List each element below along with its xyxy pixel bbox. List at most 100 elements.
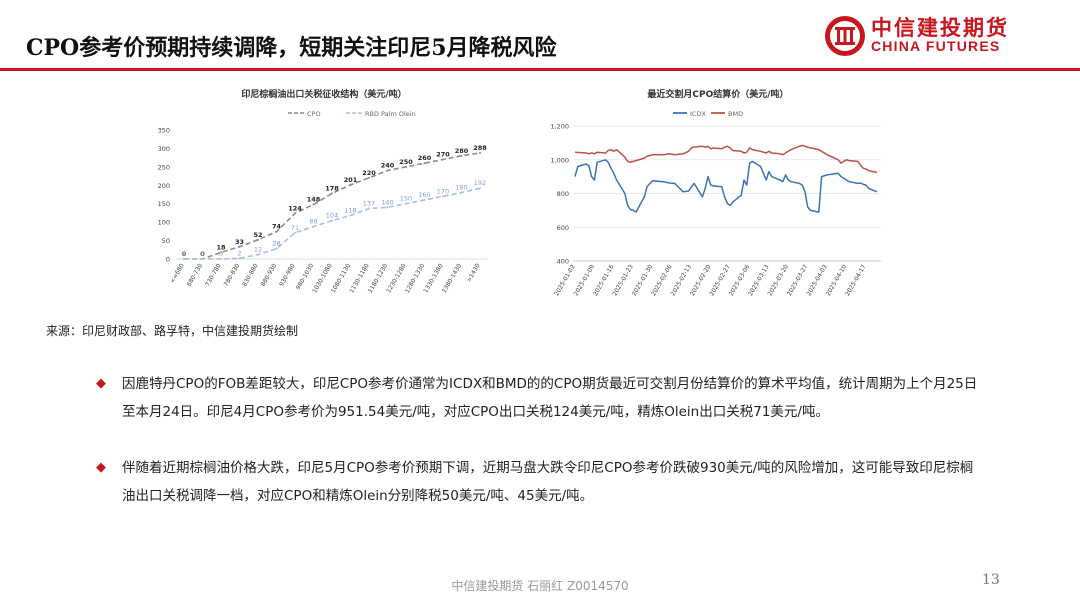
y-tick-label: 350 <box>158 127 170 135</box>
bullet-item: ◆ 伴随着近期棕榈油价格大跌，印尼5月CPO参考价预期下调，近期马盘大跌令印尼C… <box>96 454 980 510</box>
x-tick-label: <=680 <box>169 262 186 284</box>
data-point <box>312 203 315 206</box>
y-tick-label: 1,000 <box>550 156 569 164</box>
data-point <box>257 238 259 241</box>
data-label: 28 <box>272 240 280 248</box>
data-point <box>442 158 444 161</box>
x-tick-label: 680-730 <box>186 262 205 287</box>
x-tick-label: 2025-04-17 <box>844 263 868 297</box>
data-point <box>275 247 278 250</box>
x-tick-label: 930-980 <box>278 262 297 287</box>
data-label: 240 <box>381 162 395 170</box>
data-point <box>294 212 296 215</box>
data-label: 124 <box>288 204 302 212</box>
data-label: 170 <box>437 187 449 195</box>
chart-title: 最近交割月CPO结算价（美元/吨） <box>647 88 788 100</box>
data-label: 178 <box>325 184 339 192</box>
data-point <box>386 206 389 209</box>
data-label: 180 <box>455 184 467 192</box>
data-label: 192 <box>474 179 486 187</box>
series-line-bmd <box>574 144 878 174</box>
y-tick-label: 50 <box>162 237 170 245</box>
data-label: 0 <box>200 250 204 258</box>
data-point <box>386 169 389 172</box>
legend-label: BMD <box>728 110 743 118</box>
data-label: 250 <box>399 158 413 166</box>
data-point <box>312 225 315 228</box>
data-label: 52 <box>253 231 262 239</box>
chart-title: 印尼棕榈油出口关税征收结构（美元/吨） <box>241 88 406 100</box>
legend-label: RBD Palm Olein <box>365 110 416 118</box>
cpo-settlement-chart-svg: 最近交割月CPO结算价（美元/吨） ICDX BMD 400 600 800 1,000 1,… <box>550 88 881 297</box>
series-line-cpo <box>184 152 481 260</box>
data-label: 0 <box>182 250 186 258</box>
data-label: 118 <box>344 207 356 215</box>
series-line-icdx <box>574 159 878 213</box>
data-point <box>405 165 407 168</box>
data-label: 18 <box>216 243 226 251</box>
data-label: 74 <box>272 223 282 231</box>
logo-name-en: CHINA FUTURES <box>871 38 1001 54</box>
diamond-bullet-icon: ◆ <box>96 460 106 475</box>
legend-label: ICDX <box>690 110 706 118</box>
data-label: 2 <box>237 249 241 257</box>
data-label: 12 <box>254 246 262 254</box>
data-label: 0 <box>200 250 205 258</box>
y-tick-label: 400 <box>557 258 569 266</box>
data-label: 201 <box>344 176 358 184</box>
data-point <box>368 207 370 210</box>
y-tick-label: 600 <box>557 224 569 232</box>
data-label: 0 <box>182 250 187 258</box>
x-tick-label: 1380-1430 <box>441 262 464 294</box>
data-label: 33 <box>235 238 244 246</box>
y-tick-label: 250 <box>158 163 170 171</box>
data-point <box>183 258 185 260</box>
data-point <box>257 253 259 256</box>
data-label: 71 <box>291 224 299 232</box>
y-tick-label: 300 <box>158 145 170 153</box>
data-label: 137 <box>363 200 375 208</box>
footer-text: 中信建投期货 石丽红 Z0014570 <box>451 579 629 593</box>
data-point <box>460 154 463 157</box>
data-point <box>220 258 222 260</box>
y-tick-label: 1,200 <box>550 123 569 131</box>
data-label: 104 <box>326 212 338 220</box>
x-tick-label: 730-780 <box>204 262 223 287</box>
data-point <box>423 162 426 165</box>
data-point <box>479 151 481 154</box>
data-point <box>460 191 463 194</box>
diamond-bullet-icon: ◆ <box>96 376 106 391</box>
page-number: 13 <box>982 572 1000 588</box>
data-label: 260 <box>418 154 432 162</box>
data-point <box>294 231 296 234</box>
bullet-text: 因鹿特丹CPO的FOB差距较大，印尼CPO参考价通常为ICDX和BMD的的CPO… <box>122 376 978 420</box>
y-tick-label: 200 <box>158 182 170 190</box>
data-point <box>368 176 370 179</box>
data-point <box>201 258 204 260</box>
y-tick-label: 150 <box>158 200 170 208</box>
data-point <box>349 214 352 217</box>
data-label: 88 <box>309 218 317 226</box>
company-logo: 中信建投期货 CHINA FUTURES <box>823 14 1053 58</box>
data-point <box>220 251 222 254</box>
bullet-text: 伴随着近期棕榈油价格大跌，印尼5月CPO参考价预期下调，近期马盘大跌令印尼CPO… <box>122 460 974 504</box>
header-divider <box>0 68 1080 71</box>
legend-label: CPO <box>307 110 321 118</box>
x-tick-label: 980-1030 <box>295 262 316 291</box>
y-tick-label: 800 <box>557 190 569 198</box>
data-point <box>405 202 407 205</box>
data-label: 0 <box>219 250 223 258</box>
page-title: CPO参考价预期持续调降，短期关注印尼5月降税风险 <box>26 35 557 61</box>
tariff-structure-chart-svg: 印尼棕榈油出口关税征收结构（美元/吨） CPO RBD Palm Olein 0 50 1… <box>158 88 488 294</box>
data-point <box>331 192 333 195</box>
data-label: 140 <box>381 198 393 206</box>
data-point <box>479 187 481 190</box>
x-tick-label: 830-880 <box>241 262 260 287</box>
data-point <box>238 257 241 260</box>
logo-name-cn: 中信建投期货 <box>871 16 1009 40</box>
source-note: 来源：印尼财政部、路孚特，中信建投期货绘制 <box>46 324 299 338</box>
data-point <box>349 183 352 186</box>
x-tick-label: 880-930 <box>260 262 279 287</box>
data-point <box>331 219 333 222</box>
data-point <box>442 195 444 198</box>
